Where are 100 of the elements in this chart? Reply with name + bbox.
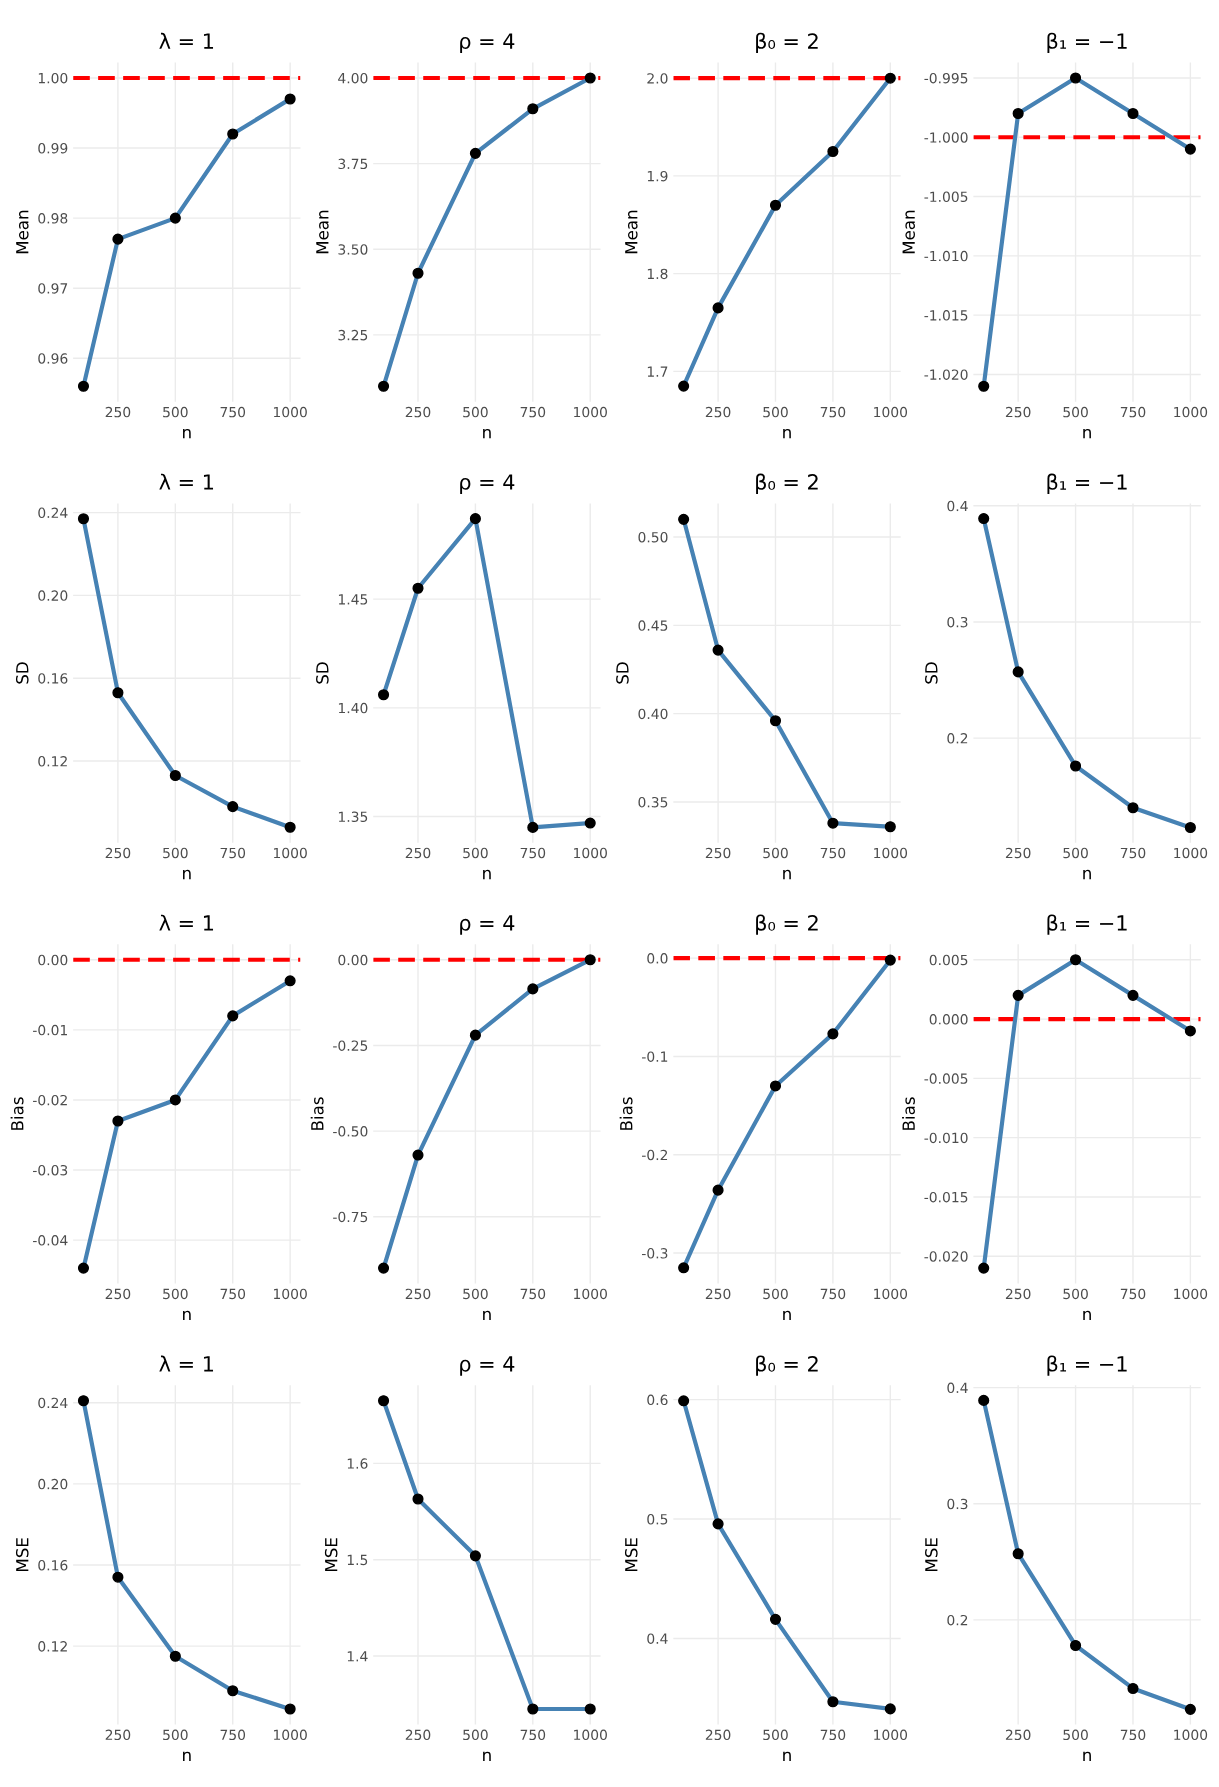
x-axis-title: n (1083, 869, 1091, 880)
x-tick-label: 500 (1063, 1288, 1088, 1300)
chart-title: λ = 1 (159, 473, 214, 490)
x-axis-title: n (1083, 1751, 1091, 1761)
y-tick-label: -0.3 (642, 1248, 668, 1259)
y-tick-label: -0.02 (33, 1094, 67, 1106)
chart-title: λ = 1 (159, 32, 214, 49)
y-tick-label: 0.50 (638, 531, 668, 543)
y-tick-label: -0.50 (333, 1126, 368, 1137)
x-tick-label: 750 (1120, 406, 1146, 418)
x-tick-label: 750 (820, 1288, 846, 1300)
y-tick-label: 1.00 (38, 72, 68, 84)
y-axis-title: Bias (619, 1097, 633, 1130)
x-tick-label: 1000 (574, 1288, 607, 1300)
x-tick-label: 500 (1063, 1729, 1088, 1741)
x-tick-label: 250 (705, 1729, 731, 1741)
y-tick-label: 3.25 (338, 329, 368, 341)
chart-title: β₀ = 2 (756, 473, 818, 494)
y-tick-label: 0.3 (947, 1498, 968, 1510)
x-tick-label: 250 (705, 406, 731, 418)
x-tick-label: 750 (220, 406, 246, 418)
y-tick-label: 0.35 (638, 796, 668, 808)
chart-title: λ = 1 (159, 914, 214, 931)
x-tick-label: 1000 (1174, 847, 1208, 859)
x-tick-label: 750 (820, 406, 846, 418)
chart-title: ρ = 4 (460, 474, 515, 494)
y-axis-title: Mean (902, 210, 915, 254)
y-tick-label: -0.01 (33, 1024, 67, 1036)
y-tick-label: 3.75 (338, 158, 368, 170)
y-tick-label: -1.000 (924, 132, 968, 143)
y-tick-label: -1.015 (924, 310, 968, 321)
y-tick-label: 0.16 (38, 673, 68, 684)
x-tick-label: 1000 (273, 1288, 307, 1300)
chart-title: β₀ = 2 (756, 32, 818, 53)
y-tick-label: 0.40 (638, 708, 668, 720)
x-tick-label: 1000 (1174, 1288, 1208, 1300)
x-tick-label: 1000 (273, 406, 307, 418)
y-tick-label: 0.12 (38, 756, 67, 767)
y-axis-title: Mean (16, 210, 29, 254)
chart-title: β₀ = 2 (756, 914, 818, 935)
x-tick-label: 1000 (874, 1288, 908, 1300)
y-tick-label: 0.16 (38, 1559, 68, 1571)
y-tick-label: 0.00 (38, 954, 68, 966)
x-axis-title: n (483, 1310, 491, 1321)
x-tick-label: 250 (105, 847, 131, 859)
x-tick-label: 750 (520, 1288, 546, 1300)
x-tick-label: 500 (163, 847, 188, 859)
chart-title: ρ = 4 (460, 915, 515, 935)
y-tick-label: 1.4 (347, 1651, 368, 1662)
y-tick-label: -0.2 (642, 1149, 668, 1161)
x-axis-title: n (183, 428, 191, 439)
y-axis-title: SD (316, 662, 329, 684)
y-axis-title: Bias (310, 1097, 324, 1130)
y-tick-label: 0.4 (947, 500, 968, 512)
x-tick-label: 750 (520, 847, 546, 859)
y-tick-label: 2.0 (647, 73, 668, 84)
x-tick-label: 1000 (874, 1729, 908, 1741)
y-tick-label: 1.8 (647, 268, 668, 280)
x-tick-label: 250 (405, 847, 431, 859)
y-axis-title: SD (616, 662, 629, 684)
y-tick-label: 1.9 (647, 170, 668, 182)
x-tick-label: 1000 (574, 406, 607, 418)
y-tick-label: -0.015 (924, 1191, 968, 1203)
y-axis-title: Mean (625, 210, 638, 254)
x-tick-label: 750 (220, 1729, 246, 1741)
y-tick-label: 0.5 (647, 1514, 668, 1525)
y-tick-label: -0.75 (333, 1211, 368, 1223)
y-tick-label: 0.24 (38, 1397, 68, 1409)
x-tick-label: 1000 (1174, 1729, 1208, 1741)
y-tick-label: 0.2 (947, 733, 968, 744)
x-tick-label: 1000 (874, 406, 908, 418)
y-tick-label: 1.7 (647, 366, 668, 377)
x-tick-label: 750 (220, 1288, 246, 1300)
x-tick-label: 500 (763, 406, 788, 418)
y-tick-label: 0.3 (947, 616, 968, 628)
x-tick-label: 500 (463, 406, 488, 418)
x-axis-title: n (783, 1751, 791, 1761)
chart-title: ρ = 4 (460, 33, 515, 53)
x-tick-label: 500 (1063, 847, 1088, 859)
y-tick-label: 0.4 (647, 1633, 668, 1644)
y-tick-label: 1.40 (338, 702, 368, 714)
y-tick-label: -0.03 (33, 1164, 68, 1176)
x-tick-label: 500 (163, 1288, 188, 1300)
chart-title: β₁ = −1 (1047, 914, 1127, 935)
x-tick-label: 750 (1120, 1288, 1146, 1300)
y-tick-label: 0.24 (38, 507, 68, 519)
x-tick-label: 250 (1005, 847, 1031, 859)
y-tick-label: -0.995 (924, 72, 968, 84)
y-axis-title: MSE (15, 1538, 29, 1571)
y-tick-label: 0.000 (929, 1014, 968, 1025)
x-axis-title: n (183, 869, 191, 880)
x-tick-label: 250 (105, 406, 131, 418)
x-tick-label: 750 (1120, 1729, 1146, 1741)
y-tick-label: 0.0 (647, 953, 668, 964)
y-tick-label: 0.97 (38, 283, 68, 294)
x-tick-label: 750 (520, 1729, 546, 1741)
x-tick-label: 750 (520, 406, 546, 418)
y-tick-label: -0.005 (924, 1073, 968, 1084)
x-tick-label: 250 (405, 1729, 431, 1741)
x-axis-title: n (1083, 428, 1091, 439)
